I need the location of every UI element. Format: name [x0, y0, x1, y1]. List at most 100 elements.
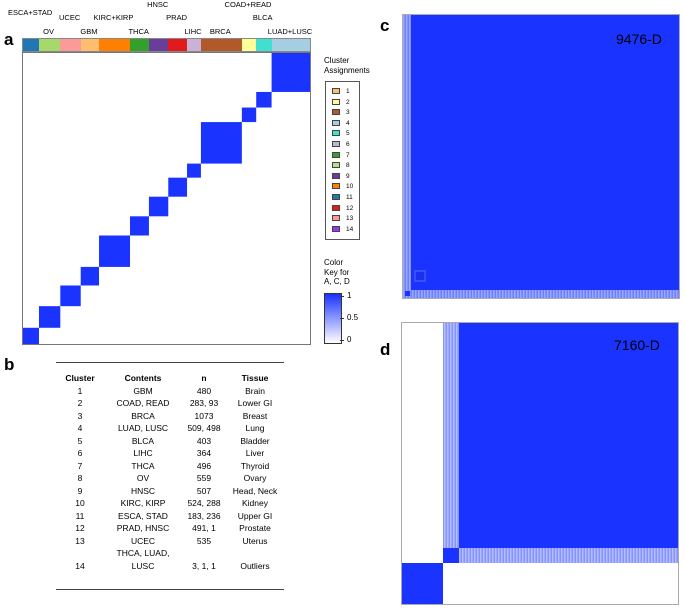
legend-item-3: 3	[332, 109, 350, 116]
matrix-block-cluster-1	[80, 266, 100, 286]
cell-contents: UCEC	[130, 535, 156, 546]
table-row: 11 ESCA, STAD 183, 236 Upper GI	[56, 510, 284, 523]
cell-tissue: Ovary	[243, 473, 267, 483]
cell-tissue: Bladder	[240, 435, 270, 446]
color-bar-segment-7	[130, 39, 149, 51]
table-row: 13 UCEC 535 Uterus	[56, 535, 284, 548]
color-key-tick-1	[340, 296, 344, 297]
legend-item-14: 14	[332, 225, 354, 233]
panel-a-top-label-upper-0: ESCA+STAD	[7, 8, 53, 17]
cell-n: 283, 93	[189, 398, 219, 408]
panel-a-top-label-lower-3: LIHC	[184, 27, 202, 36]
cell-n: 509, 498	[187, 423, 221, 433]
legend-item-4: 4	[332, 119, 350, 127]
table-row: 12 PRAD, HNSC 491, 1 Prostate	[56, 522, 284, 535]
header-tissue: Tissue	[241, 373, 269, 383]
legend-item-6: 6	[332, 141, 350, 148]
legend-item-10: 10	[332, 183, 353, 190]
panel-a-top-label-lower-4: BRCA	[209, 27, 231, 36]
color-bar-segment-5	[256, 39, 272, 51]
legend-item-8: 8	[332, 162, 350, 169]
panel-a-consensus-matrix	[22, 52, 311, 345]
cluster-table: Cluster Contents n Tissue 1 GBM 480 Brain 2 C…	[56, 372, 284, 572]
matrix-block-cluster-4	[271, 53, 310, 92]
panel-a-top-label-upper-3: HNSC	[147, 0, 169, 9]
table-row: 9 HNSC 507 Head, Neck	[56, 485, 284, 498]
panel-a-top-label-lower-1: GBM	[80, 27, 98, 36]
legend-swatch-6	[332, 141, 340, 147]
panel-d-letter: d	[380, 340, 391, 359]
table-row: 3 BRCA 1073 Breast	[56, 410, 284, 423]
cluster-legend-title-line-2: Assignments	[324, 65, 370, 75]
table-row: 2 COAD, READ 283, 93 Lower GI	[56, 397, 284, 410]
cell-n: 3, 1, 1	[192, 560, 216, 571]
legend-item-13: 13	[332, 215, 353, 222]
legend-swatch-11	[332, 194, 340, 200]
color-key-title-line-3: A, C, D	[324, 277, 350, 286]
legend-swatch-1	[332, 88, 340, 94]
legend-item-2: 2	[332, 98, 350, 106]
panel-d-main-block	[459, 323, 678, 548]
cell-contents: GBM	[133, 385, 153, 396]
color-bar-segment-1	[80, 39, 100, 51]
color-key-label-0: 0	[347, 335, 352, 344]
panel-a-top-label-upper-6: BLCA	[252, 13, 273, 22]
matrix-block-cluster-5	[256, 91, 272, 108]
cell-contents-line-1: THCA, LUAD,	[116, 548, 170, 558]
panel-c-main-block	[411, 15, 679, 290]
legend-label-14: 14	[346, 225, 354, 233]
color-bar-segment-2	[241, 39, 257, 51]
panel-c-letter: c	[380, 16, 390, 35]
table-row: 14 THCA, LUAD, LUSC 3, 1, 1 Outliers	[56, 547, 284, 572]
color-bar-segment-9	[148, 39, 169, 51]
cell-contents: THCA, LUAD, LUSC	[104, 547, 182, 572]
cell-tissue: Head, Neck	[232, 485, 278, 496]
panel-a-top-label-upper-4: PRAD	[166, 13, 187, 22]
cell-n: 535	[196, 535, 212, 546]
cell-n: 507	[196, 485, 212, 496]
color-key-tick-0	[340, 340, 344, 341]
legend-item-11: 11	[332, 194, 353, 201]
matrix-block-cluster-6	[187, 163, 201, 178]
legend-label-2: 2	[346, 98, 350, 106]
panel-a-top-label-lower-0: OV	[43, 27, 54, 36]
legend-item-7: 7	[332, 151, 350, 159]
panel-d-small-block	[443, 548, 459, 563]
panel-a-cluster-color-bar	[22, 38, 311, 52]
cell-contents: ESCA, STAD	[118, 510, 168, 521]
panel-d-consensus-matrix: 7160-D	[401, 322, 679, 605]
cell-cluster: 8	[77, 473, 83, 483]
panel-c-corner-block	[405, 291, 410, 296]
panel-c-matrix-svg	[403, 15, 679, 298]
table-row: 7 THCA 496 Thyroid	[56, 460, 284, 473]
cell-cluster: 2	[77, 398, 83, 408]
legend-label-11: 11	[346, 194, 353, 201]
matrix-block-cluster-13	[60, 285, 81, 307]
legend-item-9: 9	[332, 172, 350, 180]
matrix-block-cluster-3	[200, 122, 242, 164]
panel-a-top-label-lower-2: THCA	[128, 27, 149, 36]
cell-tissue: Upper GI	[237, 510, 273, 521]
cell-contents: BLCA	[131, 435, 155, 446]
panel-a-letter: a	[4, 30, 14, 49]
cell-tissue: Prostate	[239, 523, 271, 533]
panel-c-dataset-label: 9476-D	[616, 31, 662, 47]
legend-swatch-3	[332, 109, 340, 116]
cell-n: 364	[196, 448, 212, 458]
color-key-title-line-1: Color	[324, 258, 344, 267]
legend-swatch-2	[332, 98, 340, 105]
cell-cluster: 3	[77, 410, 83, 421]
panel-a-top-label-upper-2: KIRC+KIRP	[93, 13, 134, 22]
color-key-tick-05	[340, 318, 344, 319]
cell-contents: OV	[136, 473, 150, 483]
color-bar-segment-13	[60, 39, 81, 51]
matrix-block-cluster-10	[99, 235, 131, 267]
cell-n: 1073	[194, 410, 214, 421]
table-row: 4 LUAD, LUSC 509, 498 Lung	[56, 422, 284, 435]
cell-cluster: 13	[75, 535, 85, 546]
panel-c-consensus-matrix: 9476-D	[402, 14, 680, 299]
cell-n: 496	[196, 460, 212, 471]
cell-n: 403	[196, 435, 212, 446]
cell-contents-line-2: LUSC	[131, 560, 155, 571]
legend-label-8: 8	[346, 162, 350, 170]
